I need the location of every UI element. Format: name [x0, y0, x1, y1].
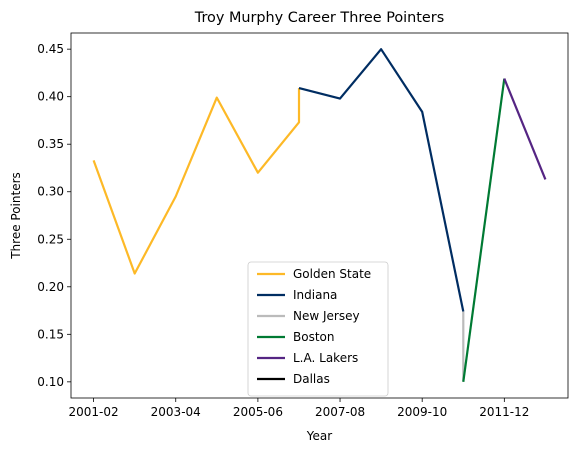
- x-tick-label: 2009-10: [397, 405, 447, 419]
- legend-label: Boston: [293, 330, 334, 344]
- y-tick-label: 0.35: [37, 137, 64, 151]
- y-axis: 0.10 0.15 0.20 0.25 0.30 0.35 0.40 0.45: [37, 42, 71, 389]
- legend: Golden State Indiana New Jersey Boston L.A. …: [247, 261, 389, 397]
- x-tick-label: 2007-08: [315, 405, 365, 419]
- x-axis-title: Year: [306, 429, 332, 443]
- legend-label: Golden State: [293, 267, 371, 281]
- x-axis: 2001-02 2003-04 2005-06 2007-08 2009-10 2011-…: [69, 398, 529, 419]
- y-tick-label: 0.25: [37, 232, 64, 246]
- y-tick-label: 0.10: [37, 375, 64, 389]
- series-line-3: [462, 78, 506, 382]
- x-tick-label: 2005-06: [233, 405, 283, 419]
- y-axis-title: Three Pointers: [9, 172, 23, 260]
- x-tick-label: 2003-04: [151, 405, 201, 419]
- y-tick-label: 0.45: [37, 42, 64, 56]
- legend-label: Dallas: [293, 372, 330, 386]
- legend-label: New Jersey: [293, 309, 360, 323]
- x-tick-label: 2001-02: [69, 405, 119, 419]
- series-line-0: [92, 88, 301, 275]
- series-line-4: [503, 78, 547, 180]
- x-tick-label: 2011-12: [479, 405, 529, 419]
- legend-label: Indiana: [293, 288, 337, 302]
- series-line-1: [298, 48, 465, 312]
- legend-label: L.A. Lakers: [293, 351, 358, 365]
- y-tick-label: 0.20: [37, 280, 64, 294]
- y-tick-label: 0.30: [37, 185, 64, 199]
- plot-frame: [70, 32, 569, 399]
- chart-title: Troy Murphy Career Three Pointers: [194, 10, 444, 26]
- y-tick-label: 0.40: [37, 90, 64, 104]
- y-tick-label: 0.15: [37, 327, 64, 341]
- series-layer: [92, 48, 547, 382]
